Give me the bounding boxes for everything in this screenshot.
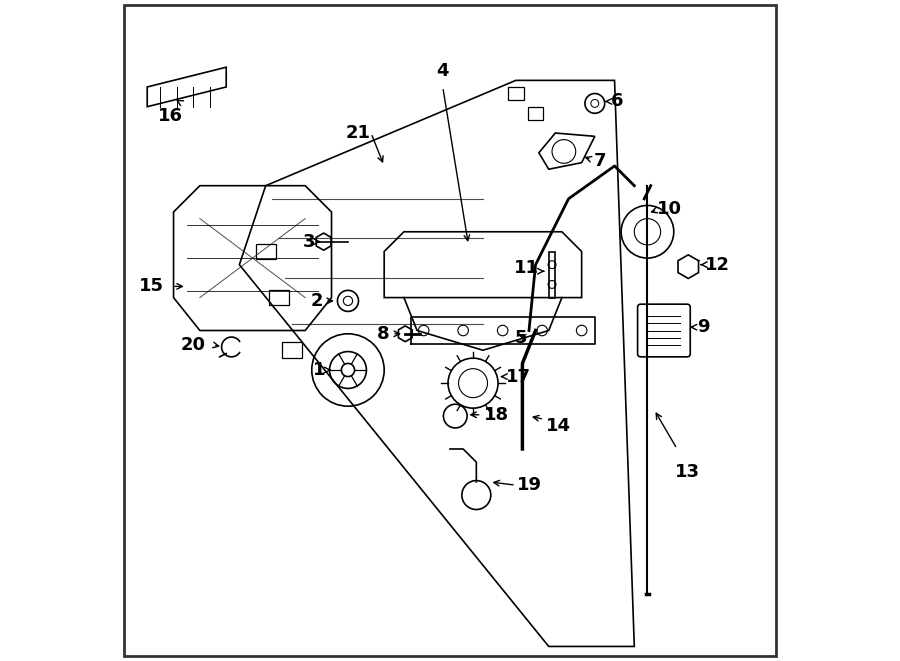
Text: 3: 3 (302, 233, 315, 251)
Text: 9: 9 (697, 318, 709, 336)
Bar (269, 290, 289, 305)
Bar (508, 87, 524, 100)
Text: 18: 18 (484, 406, 509, 424)
Bar (527, 106, 544, 120)
Text: 11: 11 (514, 259, 539, 277)
Bar (256, 244, 275, 259)
Text: 14: 14 (545, 417, 571, 435)
Bar (283, 342, 302, 358)
Text: 12: 12 (706, 256, 731, 274)
Text: 19: 19 (517, 476, 542, 494)
Text: 8: 8 (377, 325, 390, 343)
Text: 6: 6 (611, 93, 624, 110)
Text: 5: 5 (515, 329, 527, 348)
Text: 21: 21 (346, 124, 370, 142)
Text: 20: 20 (180, 336, 205, 354)
Text: 10: 10 (657, 200, 682, 217)
Text: 13: 13 (674, 463, 699, 481)
Text: 15: 15 (139, 278, 164, 295)
Text: 4: 4 (436, 61, 449, 79)
Text: 7: 7 (593, 151, 606, 170)
Text: 2: 2 (311, 292, 324, 310)
Text: 1: 1 (312, 361, 325, 379)
Text: 17: 17 (506, 368, 531, 385)
Text: 16: 16 (158, 106, 183, 125)
